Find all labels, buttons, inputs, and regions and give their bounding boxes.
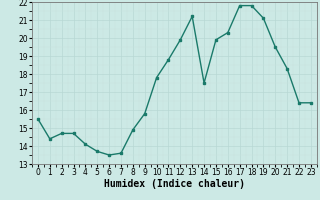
- X-axis label: Humidex (Indice chaleur): Humidex (Indice chaleur): [104, 179, 245, 189]
